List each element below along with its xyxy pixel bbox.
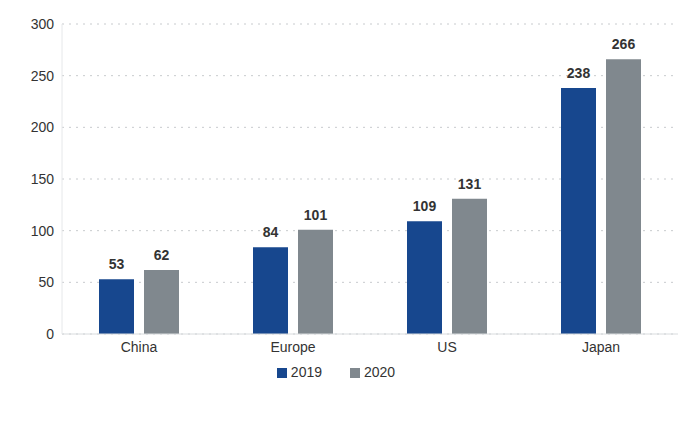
svg-text:238: 238 — [567, 65, 591, 81]
svg-text:0: 0 — [46, 326, 54, 342]
svg-text:266: 266 — [612, 36, 636, 52]
svg-text:53: 53 — [109, 256, 125, 272]
svg-text:China: China — [121, 339, 158, 355]
svg-text:US: US — [437, 339, 456, 355]
svg-text:150: 150 — [31, 171, 55, 187]
svg-text:Europe: Europe — [270, 339, 315, 355]
svg-text:109: 109 — [413, 198, 437, 214]
svg-text:200: 200 — [31, 119, 55, 135]
html-text:2020: 2020 — [364, 364, 396, 380]
svg-text:250: 250 — [31, 68, 55, 84]
svg-text:84: 84 — [263, 224, 279, 240]
svg-text:100: 100 — [31, 223, 55, 239]
svg-text:131: 131 — [458, 176, 482, 192]
html-text:2019: 2019 — [290, 364, 322, 380]
svg-text:101: 101 — [304, 207, 328, 223]
svg-text:50: 50 — [38, 274, 54, 290]
svg-text:62: 62 — [154, 247, 170, 263]
svg-text:300: 300 — [31, 16, 55, 32]
svg-text:Japan: Japan — [582, 339, 620, 355]
